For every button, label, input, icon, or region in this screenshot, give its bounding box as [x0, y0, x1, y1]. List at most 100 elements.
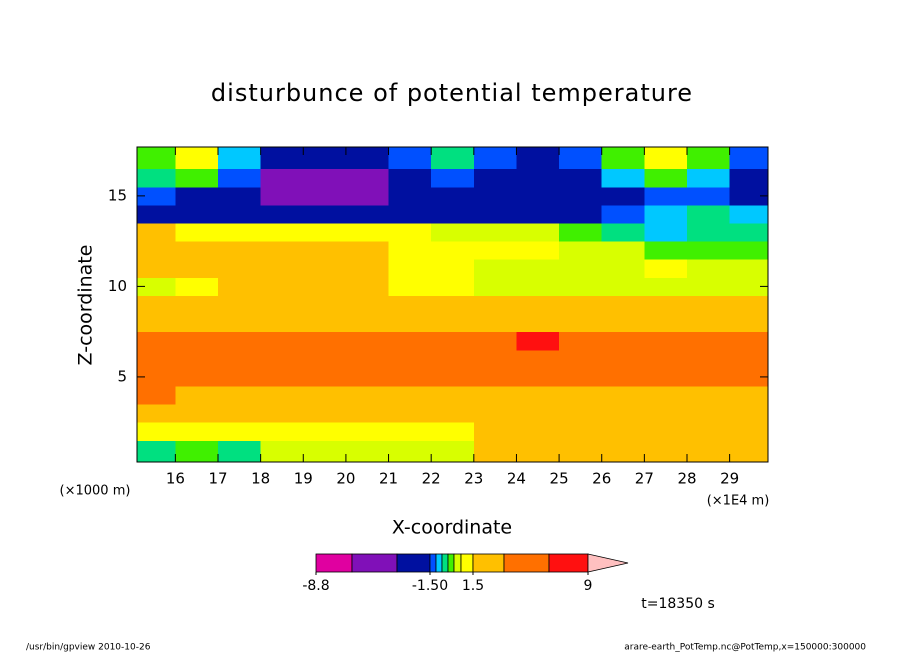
contour-cell [473, 168, 517, 188]
contour-cell [686, 440, 731, 463]
contour-cell [388, 331, 432, 351]
contour-cell [431, 241, 475, 260]
contour-cell [559, 367, 603, 387]
contour-cell [175, 385, 219, 405]
contour-cell [175, 349, 219, 369]
contour-cell [601, 147, 645, 170]
contour-cell [388, 349, 432, 369]
contour-cell [644, 422, 688, 441]
contour-cell [644, 295, 688, 315]
colorbar-segment [472, 553, 505, 573]
contour-cell [473, 349, 517, 369]
contour-cell [729, 223, 769, 242]
contour-cell [260, 186, 304, 206]
contour-cell [137, 295, 176, 315]
contour-cell [137, 331, 176, 351]
contour-cell [516, 367, 560, 387]
contour-cell [218, 422, 262, 441]
contour-cell [516, 385, 560, 405]
contour-cell [559, 223, 603, 242]
footer-right: arare-earth_PotTemp.nc@PotTemp,x=150000:… [624, 643, 866, 653]
contour-cell [260, 223, 304, 242]
contour-cell [431, 313, 475, 333]
contour-cell [260, 277, 304, 296]
contour-cell [729, 204, 769, 224]
x-tick-label: 24 [507, 470, 526, 488]
contour-cell [686, 385, 731, 405]
contour-cell [644, 349, 688, 369]
contour-cell [388, 367, 432, 387]
contour-cell [644, 367, 688, 387]
contour-cell [601, 422, 645, 441]
contour-cell [559, 313, 603, 333]
x-tick-label: 21 [379, 470, 398, 488]
contour-cell [729, 367, 769, 387]
contour-cell [601, 186, 645, 206]
y-axis-label: Z-coordinate [75, 245, 97, 366]
contour-cell [303, 168, 347, 188]
contour-cell [559, 259, 603, 278]
contour-cell [473, 147, 517, 170]
contour-cell [137, 349, 176, 369]
contour-cell [345, 313, 390, 333]
y-tick-label: 5 [117, 367, 127, 385]
contour-cell [388, 241, 432, 260]
contour-cell [218, 259, 262, 278]
contour-cell [431, 259, 475, 278]
contour-cell [431, 277, 475, 296]
contour-cell [303, 204, 347, 224]
contour-cell [729, 404, 769, 423]
contour-cell [644, 259, 688, 278]
x-tick-label: 25 [550, 470, 569, 488]
contour-cell [137, 277, 176, 296]
x-tick-label: 26 [592, 470, 611, 488]
contour-cell [218, 277, 262, 296]
contour-cell [175, 295, 219, 315]
contour-cell [175, 168, 219, 188]
contour-cell [218, 241, 262, 260]
contour-cell [303, 385, 347, 405]
contour-cell [345, 385, 390, 405]
contour-cell [601, 349, 645, 369]
contour-cell [644, 168, 688, 188]
contour-cell [516, 147, 560, 170]
contour-cell [218, 186, 262, 206]
x-tick-label: 17 [208, 470, 227, 488]
contour-cell [175, 277, 219, 296]
contour-cell [473, 385, 517, 405]
contour-cell [473, 277, 517, 296]
contour-cell [729, 147, 769, 170]
contour-cell [473, 331, 517, 351]
contour-cell [601, 259, 645, 278]
contour-cell [686, 204, 731, 224]
contour-cell [303, 259, 347, 278]
contour-cell [686, 331, 731, 351]
contour-cell [473, 313, 517, 333]
contour-cell [137, 259, 176, 278]
colorbar-segment [447, 553, 455, 573]
x-tick-label: 16 [166, 470, 185, 488]
contour-cell [686, 259, 731, 278]
contour-cell [729, 168, 769, 188]
contour-cell [516, 204, 560, 224]
contour-cell [559, 422, 603, 441]
contour-cell [516, 440, 560, 463]
contour-cell [601, 277, 645, 296]
contour-cell [644, 223, 688, 242]
contour-cell [303, 367, 347, 387]
contour-cell [303, 295, 347, 315]
contour-cell [729, 241, 769, 260]
contour-cell [473, 241, 517, 260]
contour-cell [686, 168, 731, 188]
contour-cell [729, 313, 769, 333]
contour-cell [303, 147, 347, 170]
contour-cell [137, 186, 176, 206]
contour-cell [473, 422, 517, 441]
contour-cell [431, 168, 475, 188]
contour-cell [137, 404, 176, 423]
y-unit-label: (×1000 m) [60, 484, 131, 499]
x-axis-label: X-coordinate [392, 517, 512, 539]
contour-cell [388, 186, 432, 206]
contour-cell [345, 295, 390, 315]
colorbar-segment [351, 553, 398, 573]
